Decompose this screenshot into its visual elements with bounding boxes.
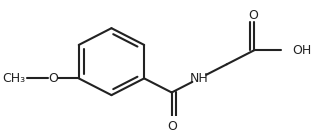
Text: CH₃: CH₃ — [3, 72, 26, 85]
Text: O: O — [168, 120, 178, 132]
Text: NH: NH — [190, 72, 209, 85]
Text: O: O — [48, 72, 58, 85]
Text: O: O — [248, 9, 258, 22]
Text: OH: OH — [293, 44, 312, 57]
